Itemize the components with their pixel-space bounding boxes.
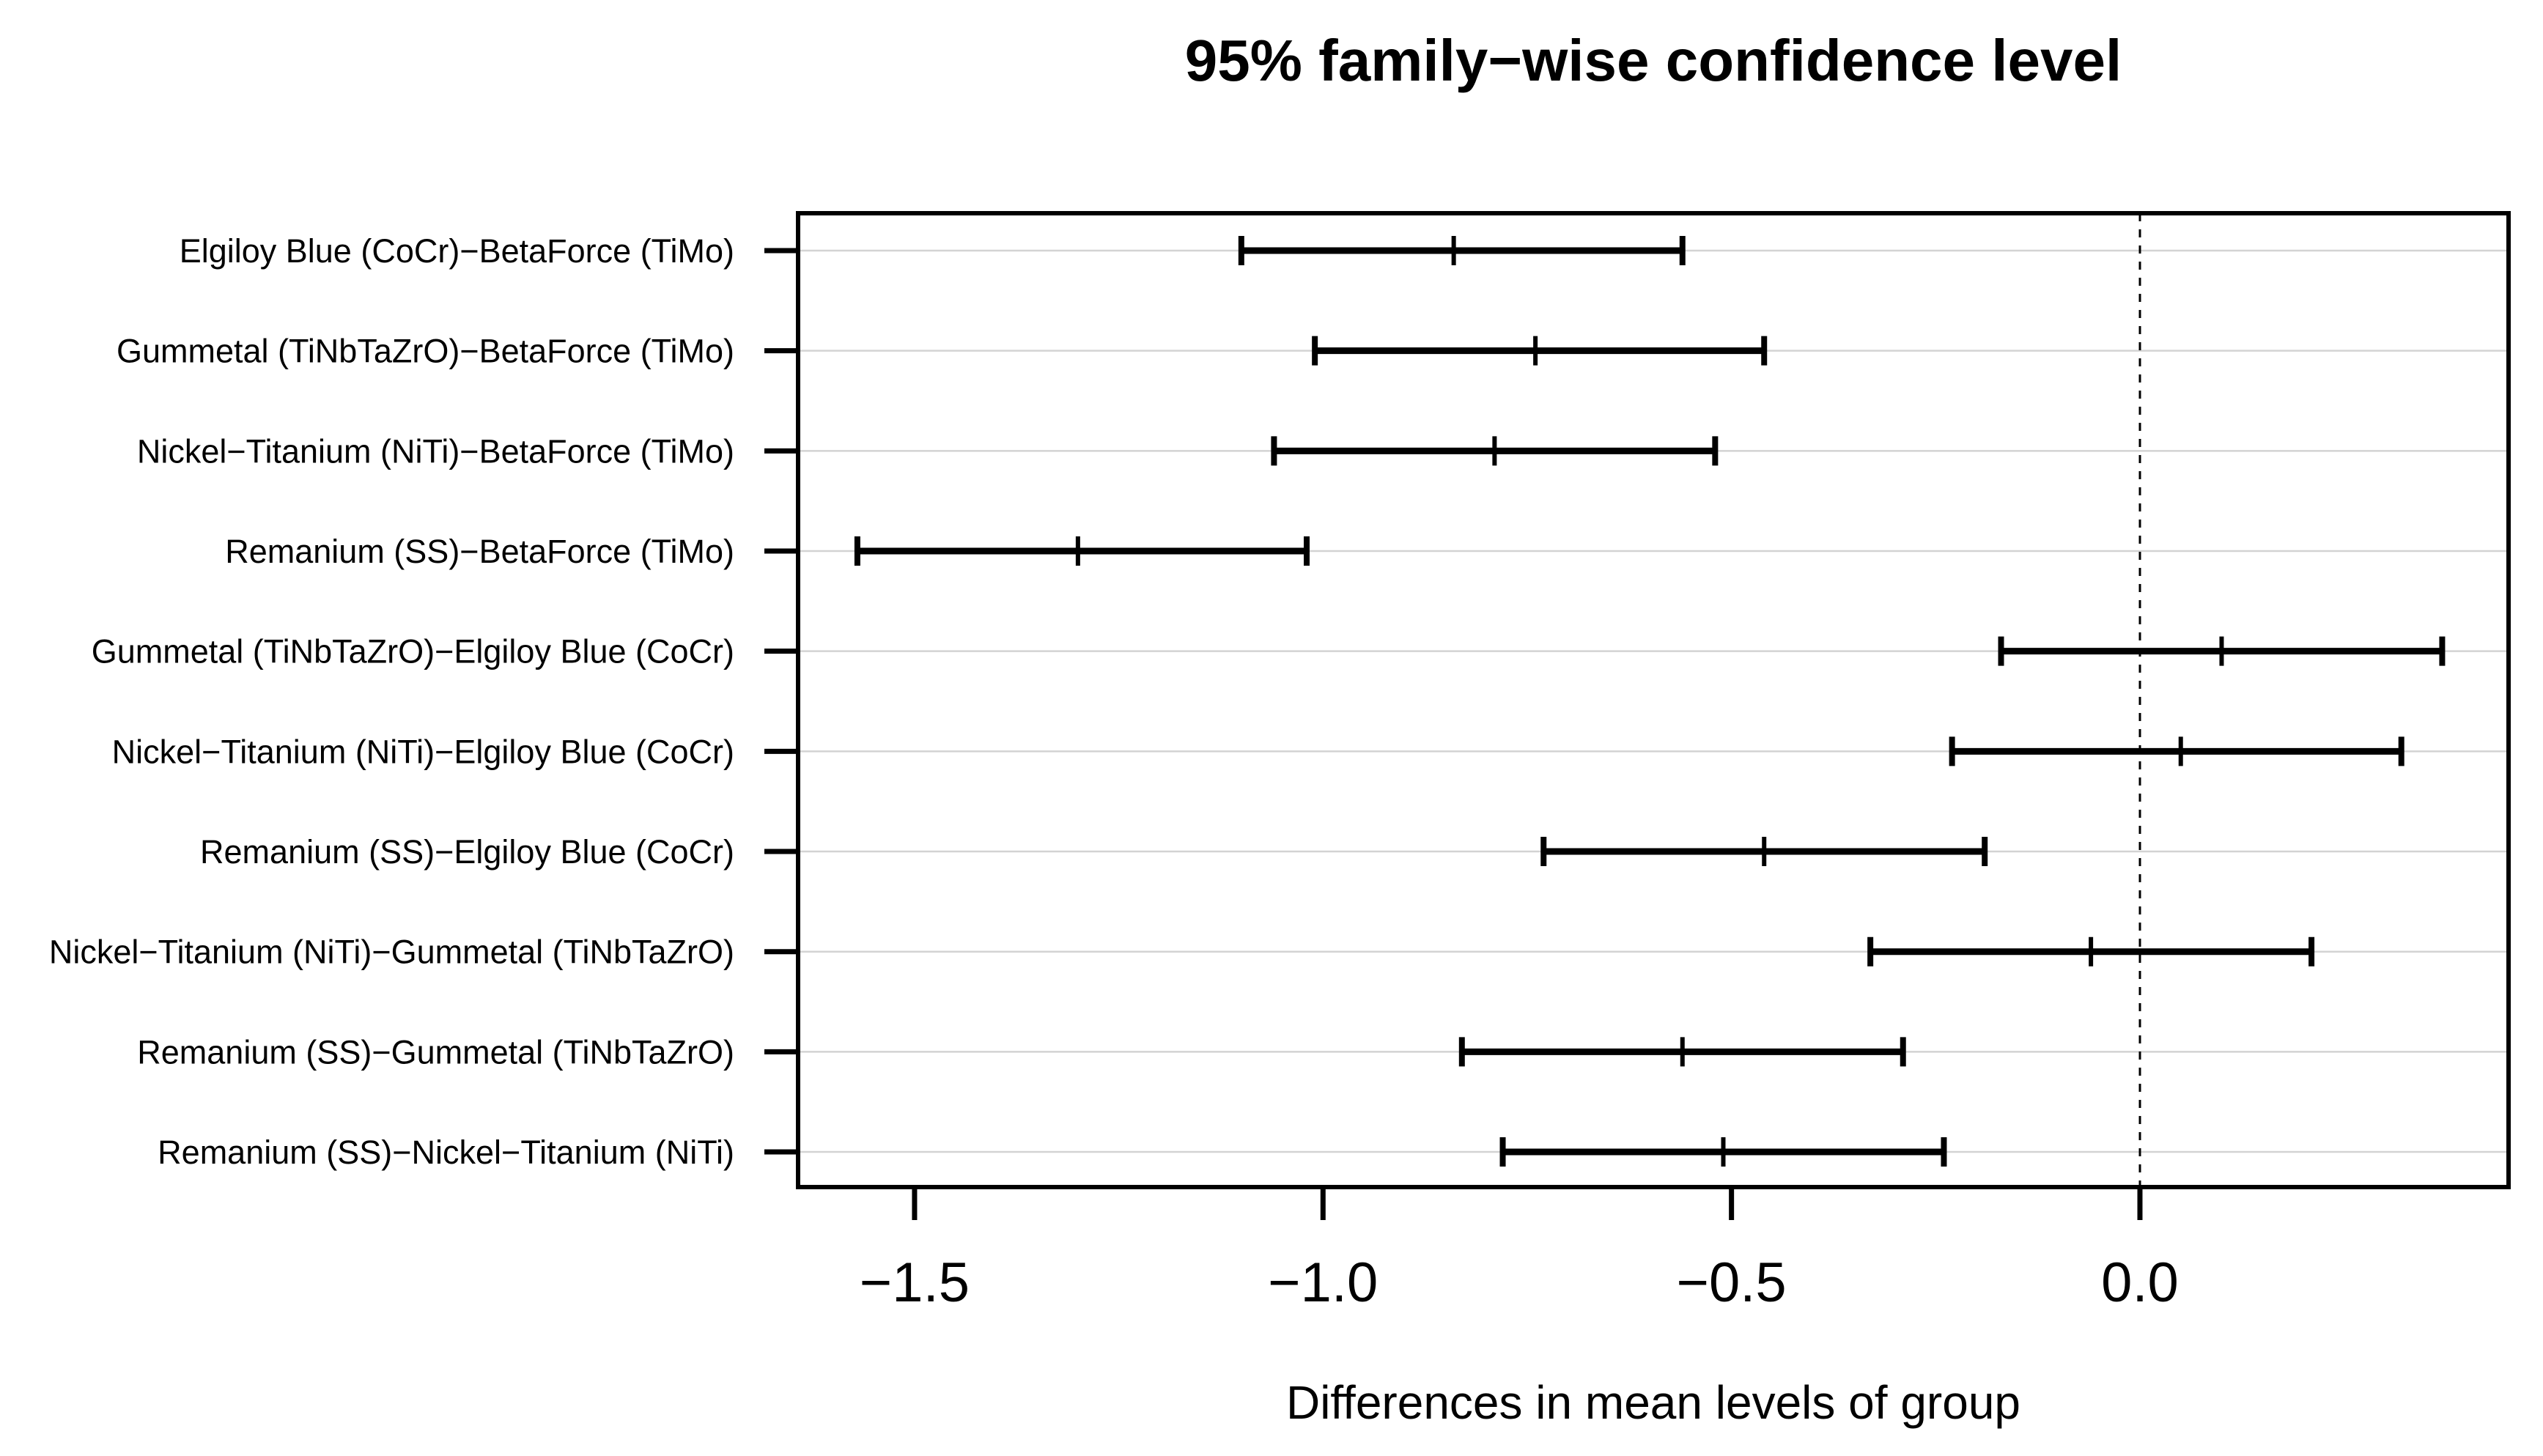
- y-axis-label: Nickel−Titanium (NiTi)−Elgiloy Blue (CoC…: [112, 733, 734, 770]
- x-axis-tick-label: 0.0: [2101, 1252, 2179, 1314]
- y-axis-label: Elgiloy Blue (CoCr)−BetaForce (TiMo): [180, 232, 734, 270]
- y-axis-label: Remanium (SS)−Elgiloy Blue (CoCr): [200, 833, 734, 871]
- x-axis-tick-label: −1.5: [860, 1252, 970, 1314]
- gridlines-layer: [798, 249, 2509, 1153]
- y-axis-label: Remanium (SS)−Nickel−Titanium (NiTi): [158, 1134, 734, 1171]
- y-axis-label: Gummetal (TiNbTaZrO)−BetaForce (TiMo): [117, 333, 734, 370]
- confidence-interval: [1998, 636, 2446, 666]
- confidence-interval: [1312, 336, 1768, 366]
- confidence-interval: [854, 536, 1310, 566]
- confidence-interval: [1499, 1137, 1947, 1167]
- plot-box: [796, 211, 2511, 1189]
- y-axis-layer: Elgiloy Blue (CoCr)−BetaForce (TiMo) Gumm…: [49, 232, 798, 1171]
- x-axis-title: Differences in mean levels of group: [1286, 1376, 2020, 1429]
- confidence-interval: [1949, 736, 2404, 766]
- confidence-interval: [1238, 236, 1686, 265]
- confidence-interval: [1271, 436, 1719, 466]
- y-axis-label: Remanium (SS)−Gummetal (TiNbTaZrO): [137, 1033, 734, 1071]
- y-axis-label: Gummetal (TiNbTaZrO)−Elgiloy Blue (CoCr): [92, 633, 734, 670]
- confidence-interval: [1540, 837, 1988, 867]
- y-axis-label: Nickel−Titanium (NiTi)−Gummetal (TiNbTaZ…: [49, 934, 734, 971]
- confidence-interval: [1458, 1037, 1906, 1067]
- y-axis-label: Nickel−Titanium (NiTi)−BetaForce (TiMo): [137, 432, 734, 470]
- x-axis-layer: −1.5 −1.0 −0.5 0.0: [860, 1187, 2179, 1314]
- chart-title: 95% family−wise confidence level: [1185, 28, 2122, 93]
- x-axis-tick-label: −1.0: [1268, 1252, 1378, 1314]
- confidence-interval: [1867, 936, 2315, 967]
- y-axis-label: Remanium (SS)−BetaForce (TiMo): [225, 533, 734, 570]
- confidence-intervals-layer: [854, 236, 2446, 1167]
- x-axis-tick-label: −0.5: [1677, 1252, 1787, 1314]
